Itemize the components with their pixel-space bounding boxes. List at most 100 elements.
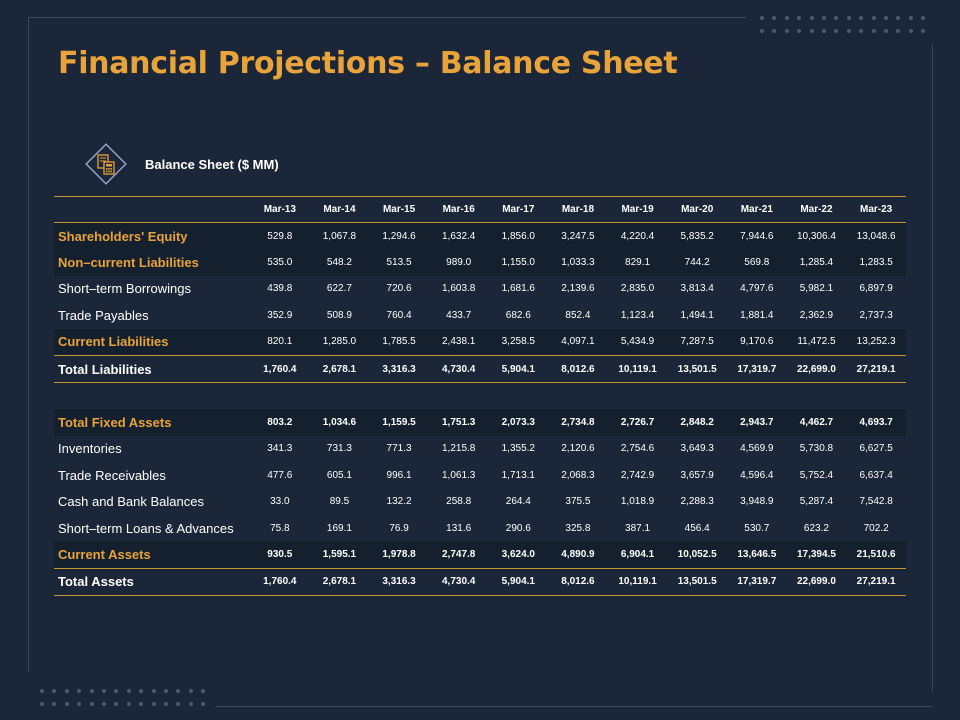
value-cell: 803.2 <box>250 409 310 436</box>
value-cell: 2,747.8 <box>428 541 489 569</box>
value-cell: 1,595.1 <box>309 541 370 569</box>
value-cell: 4,462.7 <box>786 409 847 436</box>
value-cell: 1,785.5 <box>369 328 429 356</box>
value-cell: 3,316.3 <box>369 354 429 384</box>
value-cell: 2,362.9 <box>799 309 834 321</box>
row-label: Short–term Loans & Advances <box>58 520 234 536</box>
value-cell: 5,982.1 <box>799 283 834 295</box>
value-cell: 930.5 <box>250 541 310 569</box>
decorative-dot <box>139 702 144 706</box>
decorative-dot <box>784 29 789 33</box>
value-cell: 2,120.6 <box>561 443 595 455</box>
value-cell: 22,699.0 <box>786 567 847 597</box>
decorative-dot <box>151 702 156 706</box>
decorative-dot <box>188 702 193 706</box>
decorative-dot <box>834 16 839 20</box>
value-cell: 7,944.6 <box>727 222 787 250</box>
value-cell: 760.4 <box>386 309 412 321</box>
table-row: Short–term Borrowings 439.8 622.7 720.6 1,60… <box>54 276 906 302</box>
column-header-mar-14: Mar-14 <box>309 196 370 223</box>
decorative-dot <box>52 702 57 706</box>
value-cell: 5,434.9 <box>607 328 668 356</box>
value-cell: 17,319.7 <box>727 354 787 384</box>
value-cell: 132.2 <box>386 496 412 508</box>
value-cell: 439.8 <box>267 283 293 295</box>
decorative-dot <box>908 29 913 33</box>
decorative-dot <box>834 29 839 33</box>
table-row: Current Assets 930.5 1,595.1 1,978.8 2,747.8… <box>54 541 906 569</box>
decorative-dot <box>64 689 69 693</box>
value-cell: 258.8 <box>446 496 472 508</box>
decorative-dot <box>114 689 119 693</box>
value-cell: 2,438.1 <box>428 328 489 356</box>
value-cell: 131.6 <box>446 522 472 534</box>
table-header-row: Mar-13 Mar-14 Mar-15 Mar-16 Mar-17 Mar-18 Mar-… <box>54 196 906 223</box>
decorative-dot <box>896 16 901 20</box>
value-cell: 27,219.1 <box>846 567 906 597</box>
section-spacer <box>54 383 906 410</box>
value-cell: 7,542.8 <box>859 496 893 508</box>
value-cell: 4,596.4 <box>740 469 774 481</box>
decorative-dot <box>859 16 864 20</box>
value-cell: 1,123.4 <box>620 309 655 321</box>
decorative-dot <box>77 702 82 706</box>
value-cell: 529.8 <box>250 222 310 250</box>
table-row: Total Liabilities 1,760.4 2,678.1 3,316.3 4,… <box>54 354 906 384</box>
decorative-dot <box>151 689 156 693</box>
value-cell: 5,904.1 <box>488 354 549 384</box>
value-cell: 548.2 <box>309 249 370 276</box>
value-cell: 8,012.6 <box>548 567 608 597</box>
value-cell: 10,052.5 <box>667 541 727 569</box>
value-cell: 5,730.8 <box>799 443 834 455</box>
value-cell: 9,170.6 <box>727 328 787 356</box>
row-label: Non–current Liabilities <box>54 249 250 276</box>
decorative-dot <box>77 689 82 693</box>
row-label: Shareholders' Equity <box>54 222 250 250</box>
value-cell: 477.6 <box>267 469 293 481</box>
value-cell: 2,734.8 <box>548 409 608 436</box>
decorative-dot <box>772 16 777 20</box>
decorative-dot <box>846 29 851 33</box>
decorative-dot <box>760 16 764 20</box>
value-cell: 569.8 <box>727 249 787 276</box>
decorative-dot <box>126 689 131 693</box>
table-row: Inventories 341.3 731.3 771.3 1,215.8 1,355.2… <box>54 436 906 462</box>
value-cell: 6,637.4 <box>859 469 893 481</box>
value-cell: 623.2 <box>803 522 829 534</box>
value-cell: 4,797.6 <box>740 283 774 295</box>
decorative-dot <box>797 16 802 20</box>
table-row: Shareholders' Equity 529.8 1,067.8 1,294.6 1… <box>54 222 906 250</box>
value-cell: 1,881.4 <box>740 309 774 321</box>
row-label: Current Liabilities <box>54 328 250 356</box>
value-cell: 352.9 <box>267 309 293 321</box>
header-label-cell <box>54 196 250 223</box>
value-cell: 13,501.5 <box>667 567 727 597</box>
value-cell: 1,713.1 <box>501 469 535 481</box>
value-cell: 325.8 <box>565 522 591 534</box>
decorative-dot <box>797 29 802 33</box>
value-cell: 1,681.6 <box>501 283 535 295</box>
value-cell: 4,693.7 <box>846 409 906 436</box>
decorative-dot <box>821 29 826 33</box>
value-cell: 1,632.4 <box>428 222 489 250</box>
decorative-dot <box>871 29 876 33</box>
value-cell: 1,018.9 <box>620 496 655 508</box>
value-cell: 1,494.1 <box>680 309 714 321</box>
value-cell: 13,048.6 <box>846 222 906 250</box>
frame-line-bottom <box>215 706 933 707</box>
decorative-dot <box>760 29 764 33</box>
table-row: Trade Payables 352.9 508.9 760.4 433.7 682.6 8… <box>54 302 906 328</box>
value-cell: 2,139.6 <box>561 283 595 295</box>
dot-pattern-bottom-left <box>40 689 206 706</box>
value-cell: 1,978.8 <box>369 541 429 569</box>
value-cell: 1,155.0 <box>488 249 549 276</box>
row-label: Trade Receivables <box>58 467 166 483</box>
value-cell: 4,890.9 <box>548 541 608 569</box>
column-header-mar-21: Mar-21 <box>727 196 787 223</box>
value-cell: 852.4 <box>565 309 591 321</box>
value-cell: 1,603.8 <box>442 283 476 295</box>
value-cell: 7,287.5 <box>667 328 727 356</box>
value-cell: 5,287.4 <box>799 496 834 508</box>
row-label: Inventories <box>58 441 122 457</box>
column-header-mar-18: Mar-18 <box>548 196 608 223</box>
